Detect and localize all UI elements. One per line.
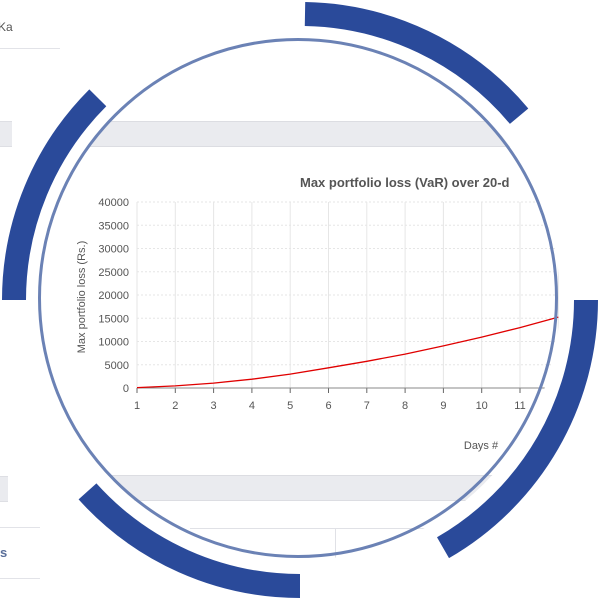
- bg-rule-bottom-1: [0, 527, 40, 528]
- x-tick-label: 9: [440, 400, 446, 412]
- y-tick-label: 35000: [98, 220, 129, 232]
- series-layer: [136, 316, 559, 389]
- x-tick-label: 4: [249, 400, 255, 412]
- y-tick-label: 40000: [98, 197, 129, 209]
- y-tick-label: 5000: [105, 360, 129, 372]
- y-axis-label: Max portfolio loss (Rs.): [76, 241, 88, 353]
- lens-table-line: [190, 528, 490, 529]
- y-tick-label: 0: [123, 383, 129, 395]
- grid-layer: [136, 201, 559, 389]
- x-tick-label: 5: [287, 400, 293, 412]
- x-tick-label: 2: [172, 400, 178, 412]
- bg-strip-left-bottom: [0, 476, 8, 502]
- chart-title: Max portfolio loss (VaR) over 20-d: [300, 175, 510, 190]
- bg-edge-text-bottom: s: [0, 545, 8, 560]
- y-tick-label: 10000: [98, 337, 129, 349]
- y-tick-label: 20000: [98, 290, 129, 302]
- x-tick-label: 7: [364, 400, 370, 412]
- x-axis-label: Days #: [464, 440, 499, 452]
- chart: 0 5000 10000 15000 20000 25000 30000 35000 40000…: [76, 175, 559, 452]
- bg-rule-bottom-2: [0, 578, 40, 579]
- bg-edge-text-top: Ka: [0, 20, 13, 34]
- bg-strip-left-top: [0, 121, 12, 147]
- y-tick-label: 15000: [98, 313, 129, 325]
- x-tick-label: 3: [211, 400, 217, 412]
- x-tick-label: 11: [514, 400, 525, 412]
- lens-table-divider: [335, 528, 336, 560]
- lens-header-strip: [40, 121, 560, 147]
- x-tick-label: 10: [476, 400, 488, 412]
- y-tick-label: 25000: [98, 267, 129, 279]
- magnifier-lens: 0 5000 10000 15000 20000 25000 30000 35000 40000…: [40, 40, 560, 560]
- x-tick-label: 1: [134, 400, 140, 412]
- x-tick-label: 8: [402, 400, 408, 412]
- bg-rule-top: [0, 48, 60, 49]
- y-tick-label: 30000: [98, 244, 129, 256]
- series-line: [136, 316, 559, 389]
- x-tick-label: 6: [325, 400, 331, 412]
